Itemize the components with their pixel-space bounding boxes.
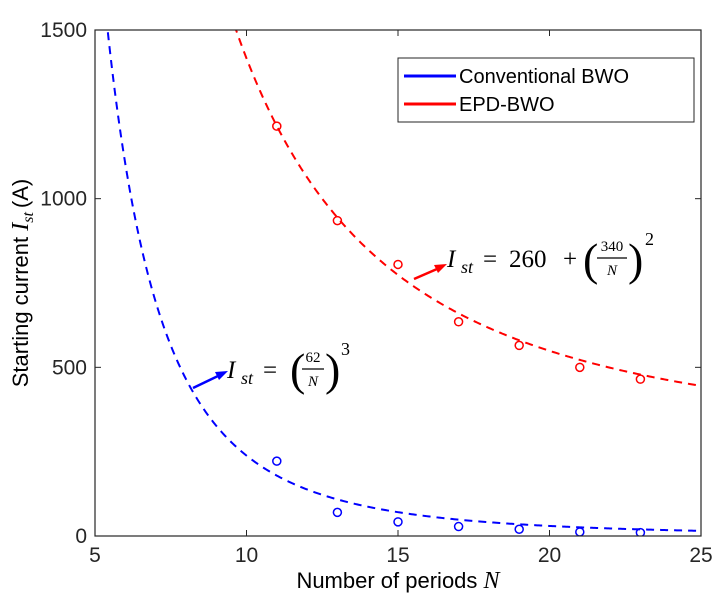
legend-label-conventional: Conventional BWO xyxy=(459,66,629,88)
eq-lparen-conventional: ( xyxy=(290,344,305,395)
eq-den-conventional: N xyxy=(307,374,319,390)
y-tick-label: 500 xyxy=(52,356,87,379)
data-point-1-6 xyxy=(635,374,646,384)
y-tick-label: 0 xyxy=(75,525,87,548)
annotation-conventional-fit: I st = ( 62 N ) 3 xyxy=(192,339,350,395)
data-point-1-5 xyxy=(575,362,585,373)
legend: Conventional BWO EPD-BWO xyxy=(397,57,695,123)
eq-rparen-conventional: ) xyxy=(325,344,340,395)
annotation-arrowhead-epd xyxy=(434,264,447,273)
fit-curves xyxy=(106,30,701,532)
eq-num-conventional: 62 xyxy=(306,350,321,366)
annotation-arrow-epd xyxy=(413,267,438,281)
x-tick-label: 25 xyxy=(689,544,712,567)
eq-sub-conventional: st xyxy=(241,368,254,388)
data-point-1-4 xyxy=(514,340,524,351)
eq-sign-epd: = xyxy=(483,246,497,273)
y-tick-label: 1000 xyxy=(40,188,87,211)
data-point-0-3 xyxy=(453,521,464,532)
annotation-arrowhead-conventional xyxy=(215,371,228,380)
x-tick-label: 5 xyxy=(89,544,101,567)
data-point-0-1 xyxy=(332,507,343,518)
axis-ticks xyxy=(94,29,702,537)
fit-curve-0 xyxy=(106,30,701,532)
eq-var-conventional: I xyxy=(226,357,237,384)
annotation-epd-fit: I st = 260 + ( 340 N ) 2 xyxy=(413,229,654,285)
data-point-0-4 xyxy=(514,524,524,535)
eq-sub-epd: st xyxy=(461,257,474,277)
annotation-arrow-conventional xyxy=(192,374,219,390)
x-tick-label: 20 xyxy=(538,544,561,567)
eq-sign-conventional: = xyxy=(263,357,277,384)
data-point-0-0 xyxy=(272,456,282,466)
data-point-1-1 xyxy=(332,215,343,226)
eq-num-epd: 340 xyxy=(601,239,624,255)
data-point-0-6 xyxy=(635,527,646,536)
data-point-1-0 xyxy=(272,121,282,131)
y-axis-label: Starting current Ist(A) xyxy=(8,179,37,388)
eq-den-epd: N xyxy=(606,263,618,279)
x-tick-label: 10 xyxy=(235,544,258,567)
axis-tick-labels: 5 10 15 20 25 0 500 1000 1500 xyxy=(40,19,712,567)
eq-rparen-epd: ) xyxy=(628,234,643,285)
x-axis-label: Number of periods N xyxy=(296,568,501,594)
data-point-1-2 xyxy=(393,259,403,270)
eq-offset-epd: 260 xyxy=(509,246,547,273)
eq-exp-conventional: 3 xyxy=(341,339,350,359)
eq-plus-epd: + xyxy=(563,246,577,273)
x-tick-label: 15 xyxy=(386,544,409,567)
eq-var-epd: I xyxy=(446,246,457,273)
eq-lparen-epd: ( xyxy=(583,234,598,285)
eq-exp-epd: 2 xyxy=(645,229,654,249)
data-point-1-3 xyxy=(453,317,464,327)
legend-box xyxy=(397,57,695,123)
y-tick-label: 1500 xyxy=(40,19,87,42)
data-point-0-2 xyxy=(393,517,403,527)
legend-label-epd: EPD-BWO xyxy=(459,94,555,116)
